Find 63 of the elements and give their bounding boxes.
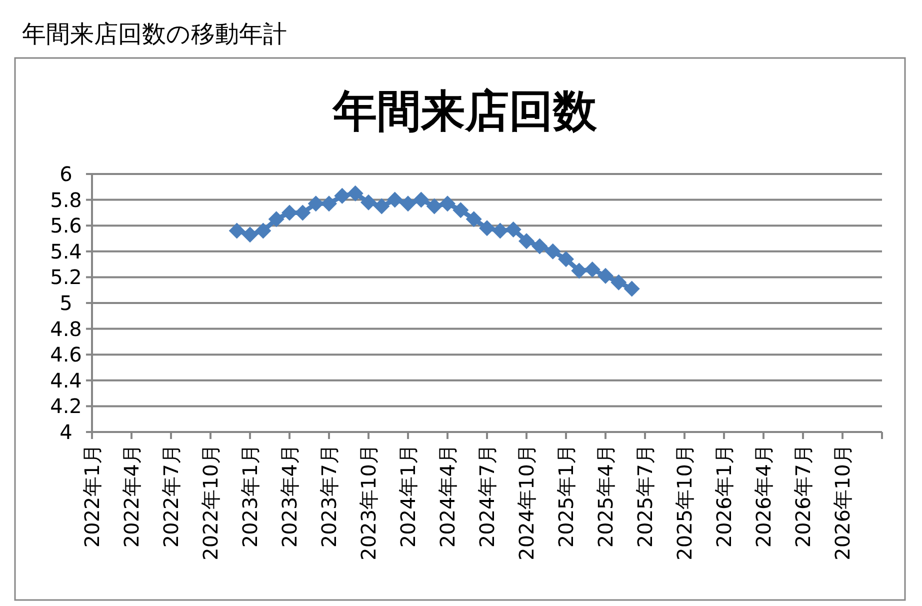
point xyxy=(544,243,561,260)
point xyxy=(228,222,245,239)
point xyxy=(452,202,469,218)
x-tick-label: 2025年10月 xyxy=(672,444,696,560)
point xyxy=(347,185,364,202)
text: 年間来店回数の移動年計 xyxy=(22,20,287,48)
x-tick-label: 2022年7月 xyxy=(159,444,183,548)
point xyxy=(610,274,627,290)
point xyxy=(374,198,390,214)
x-tick-label: 2022年10月 xyxy=(198,444,222,560)
point xyxy=(505,221,522,238)
x-tick-label: 2025年4月 xyxy=(594,444,618,548)
y-tick-label: 4.4 xyxy=(50,368,82,392)
x-tick-label: 2023年10月 xyxy=(356,444,380,560)
x-tick-label: 2026年10月 xyxy=(830,444,854,560)
point xyxy=(400,196,416,212)
y-tick-label: 4.8 xyxy=(50,316,82,341)
x-tick-label: 2026年1月 xyxy=(712,444,736,548)
x-tick-label: 2023年4月 xyxy=(278,444,302,548)
x-tick-label: 2026年4月 xyxy=(752,444,776,548)
point xyxy=(268,211,284,228)
point xyxy=(440,196,456,212)
point xyxy=(282,204,298,221)
point xyxy=(360,194,376,210)
point xyxy=(321,196,337,212)
x-tick-label: 2025年1月 xyxy=(554,444,578,548)
point xyxy=(598,268,614,284)
point xyxy=(386,192,403,208)
y-tick-label: 5.6 xyxy=(50,214,82,238)
x-tick-label: 2022年1月 xyxy=(80,444,104,548)
point xyxy=(584,261,600,278)
point xyxy=(466,211,482,228)
y-tick-label: 4.2 xyxy=(50,394,82,418)
x-tick-label: 2023年7月 xyxy=(317,444,341,548)
x-tick-label: 2022年4月 xyxy=(120,444,144,548)
y-tick-label: 5.2 xyxy=(50,265,82,290)
x-tick-label: 2024年4月 xyxy=(436,444,460,548)
y-tick-label: 4.6 xyxy=(50,342,82,367)
point xyxy=(532,238,548,254)
chart-title: 年間来店回数 xyxy=(332,86,598,137)
y-tick-label: 5 xyxy=(60,291,72,315)
point xyxy=(558,251,574,268)
x-tick-label: 2024年7月 xyxy=(475,444,499,548)
point xyxy=(334,188,350,204)
y-tick-label: 5.4 xyxy=(50,239,82,264)
point xyxy=(242,226,258,243)
y-tick-label: 5.8 xyxy=(50,188,82,212)
point xyxy=(255,222,272,239)
x-tick-label: 2026年7月 xyxy=(791,444,815,548)
y-tick-label: 4 xyxy=(60,420,72,444)
point xyxy=(571,262,588,279)
point xyxy=(479,220,495,236)
point xyxy=(518,233,534,250)
y-tick-label: 6 xyxy=(60,162,72,186)
point xyxy=(308,196,324,212)
point xyxy=(413,192,430,208)
x-tick-label: 2023年1月 xyxy=(238,444,262,548)
x-tick-label: 2025年7月 xyxy=(633,444,657,548)
x-tick-label: 2024年1月 xyxy=(396,444,420,548)
point xyxy=(492,222,508,239)
x-tick-label: 2024年10月 xyxy=(514,444,538,560)
point xyxy=(624,280,640,297)
point xyxy=(426,198,442,214)
